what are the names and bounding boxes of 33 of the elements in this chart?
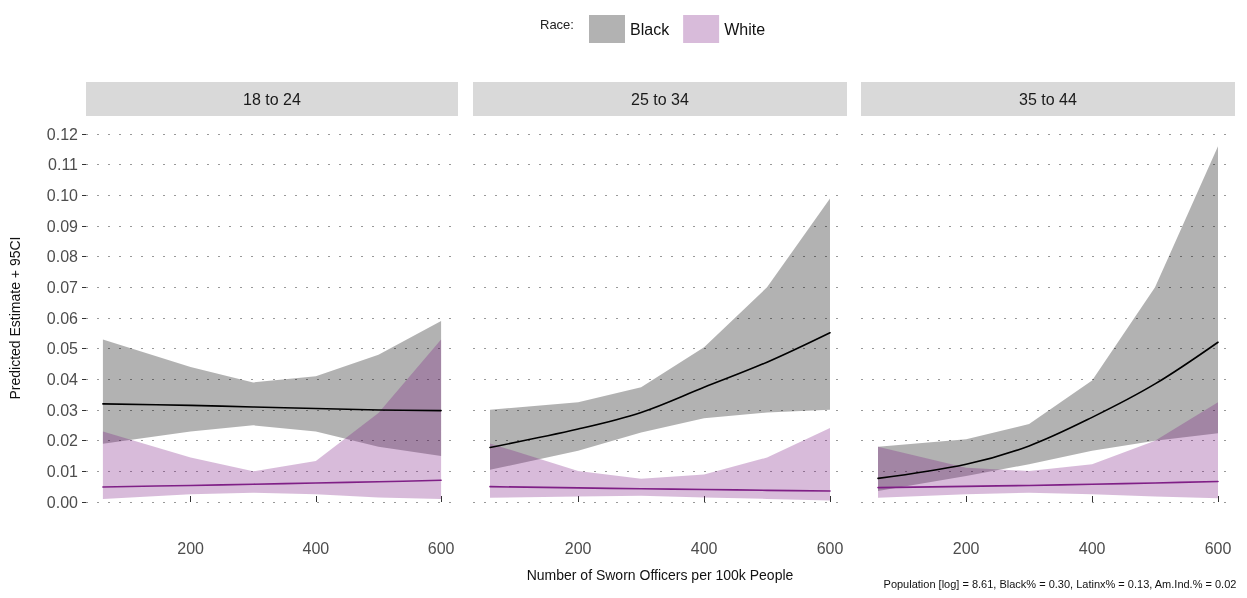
x-tick-label: 200 (564, 539, 592, 557)
y-tick-label: 0.03 (46, 401, 79, 419)
y-tick-label: 0.06 (46, 309, 79, 327)
y-axis-title: Predicted Estimate + 95CI (7, 236, 23, 400)
chart-title: 25 to 34 (631, 90, 690, 108)
y-tick-label: 0.00 (46, 493, 79, 511)
y-tick-label: 0.01 (46, 462, 79, 480)
chart-title: 35 to 44 (1019, 90, 1078, 108)
text: Population [log] = 8.61, Black% = 0.30, Latinx% = 0.13, Am.Ind.% = 0.02 (883, 577, 1237, 590)
y-tick-label: 0.12 (46, 125, 79, 143)
y-tick-label: 0.08 (46, 248, 79, 266)
y-tick-label: 0.07 (46, 278, 79, 296)
line-series (102, 403, 442, 412)
y-tick-label: 0.10 (46, 186, 79, 204)
x-tick-label: 600 (1204, 539, 1232, 557)
legend-label: White (724, 20, 766, 38)
y-tick-label: 0.09 (46, 217, 79, 235)
x-tick-label: 600 (816, 539, 844, 557)
x-tick-label: 400 (1078, 539, 1106, 557)
chart-title: 18 to 24 (243, 90, 302, 108)
x-tick-label: 200 (952, 539, 980, 557)
y-tick-label: 0.02 (46, 432, 79, 450)
x-tick-label: 200 (177, 539, 205, 557)
y-tick-label: 0.04 (46, 370, 79, 388)
x-tick-label: 600 (427, 539, 455, 557)
x-tick-label: 400 (302, 539, 330, 557)
y-tick-label: 0.11 (48, 156, 79, 174)
legend-label: Black (630, 20, 671, 38)
line-series (102, 479, 442, 488)
legend-title: Race: (540, 17, 574, 32)
x-axis-title: Number of Sworn Officers per 100k People (526, 567, 794, 583)
y-tick-label: 0.05 (46, 340, 79, 358)
x-tick-label: 400 (690, 539, 718, 557)
